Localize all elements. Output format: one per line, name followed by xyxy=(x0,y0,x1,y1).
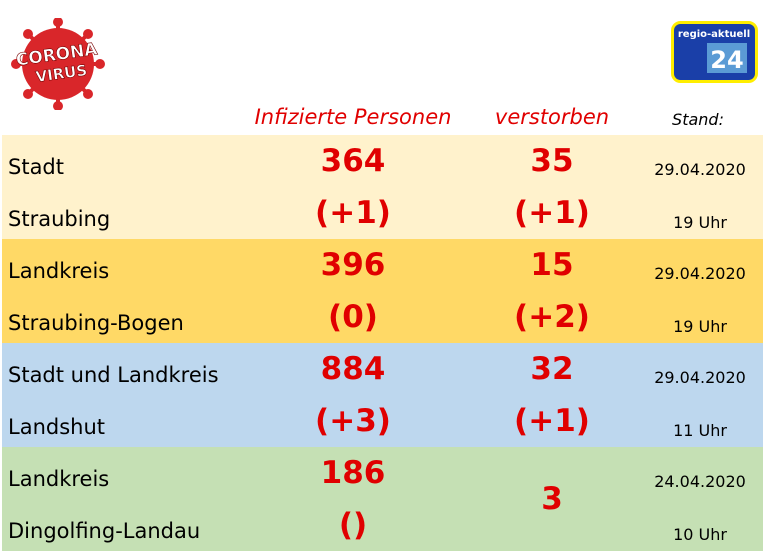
infected-count: 364 xyxy=(320,143,386,179)
date: 29.04.2020 xyxy=(654,160,746,179)
region-name: Straubing-Bogen xyxy=(8,311,184,335)
death-change: (+1) xyxy=(514,195,590,231)
death-count: 15 xyxy=(530,247,574,283)
region-name: Stadt und Landkreis xyxy=(8,363,219,387)
death-change: (+2) xyxy=(514,299,590,335)
region-name: Landkreis xyxy=(8,467,110,491)
infected-change: (+1) xyxy=(315,195,391,231)
time: 11 Uhr xyxy=(673,421,727,440)
column-header: Stand: xyxy=(672,110,724,129)
table-row: Stadt Straubing 364 (+1) 35 (+1) 29.04.2020 19 … xyxy=(2,135,763,239)
region-name: Straubing xyxy=(8,207,111,231)
region-name: Landkreis xyxy=(8,259,110,283)
date: 24.04.2020 xyxy=(654,472,746,491)
date: 29.04.2020 xyxy=(654,368,746,387)
regio-logo: regio-aktuell 24 xyxy=(671,21,758,83)
column-header: verstorben xyxy=(494,105,610,129)
infected-change: () xyxy=(338,507,368,543)
date: 29.04.2020 xyxy=(654,264,746,283)
table-row: Landkreis Dingolfing-Landau 186 () 3 24.04.20… xyxy=(2,447,763,551)
infected-change: (0) xyxy=(328,299,378,335)
region-name: Stadt xyxy=(8,155,64,179)
infected-change: (+3) xyxy=(315,403,391,439)
death-count: 35 xyxy=(530,143,574,179)
logo-text: regio-aktuell xyxy=(678,29,750,40)
table-row: Landkreis Straubing-Bogen 396 (0) 15 (+2) 29.0… xyxy=(2,239,763,343)
time: 10 Uhr xyxy=(673,525,727,544)
death-change: (+1) xyxy=(514,403,590,439)
column-header: Infizierte Personen xyxy=(254,105,452,129)
table-row: Stadt und Landkreis Landshut 884 (+3) 32 (+1)… xyxy=(2,343,763,447)
death-count: 3 xyxy=(541,481,563,517)
corona-logo: CORONA VIRUS xyxy=(11,18,105,110)
region-name: Dingolfing-Landau xyxy=(8,519,201,543)
death-count: 32 xyxy=(530,351,574,387)
infected-count: 396 xyxy=(320,247,386,283)
infected-count: 884 xyxy=(320,351,386,387)
region-name: Landshut xyxy=(8,415,106,439)
time: 19 Uhr xyxy=(673,213,727,232)
infected-count: 186 xyxy=(320,455,386,491)
time: 19 Uhr xyxy=(673,317,727,336)
logo-number: 24 xyxy=(710,46,743,74)
